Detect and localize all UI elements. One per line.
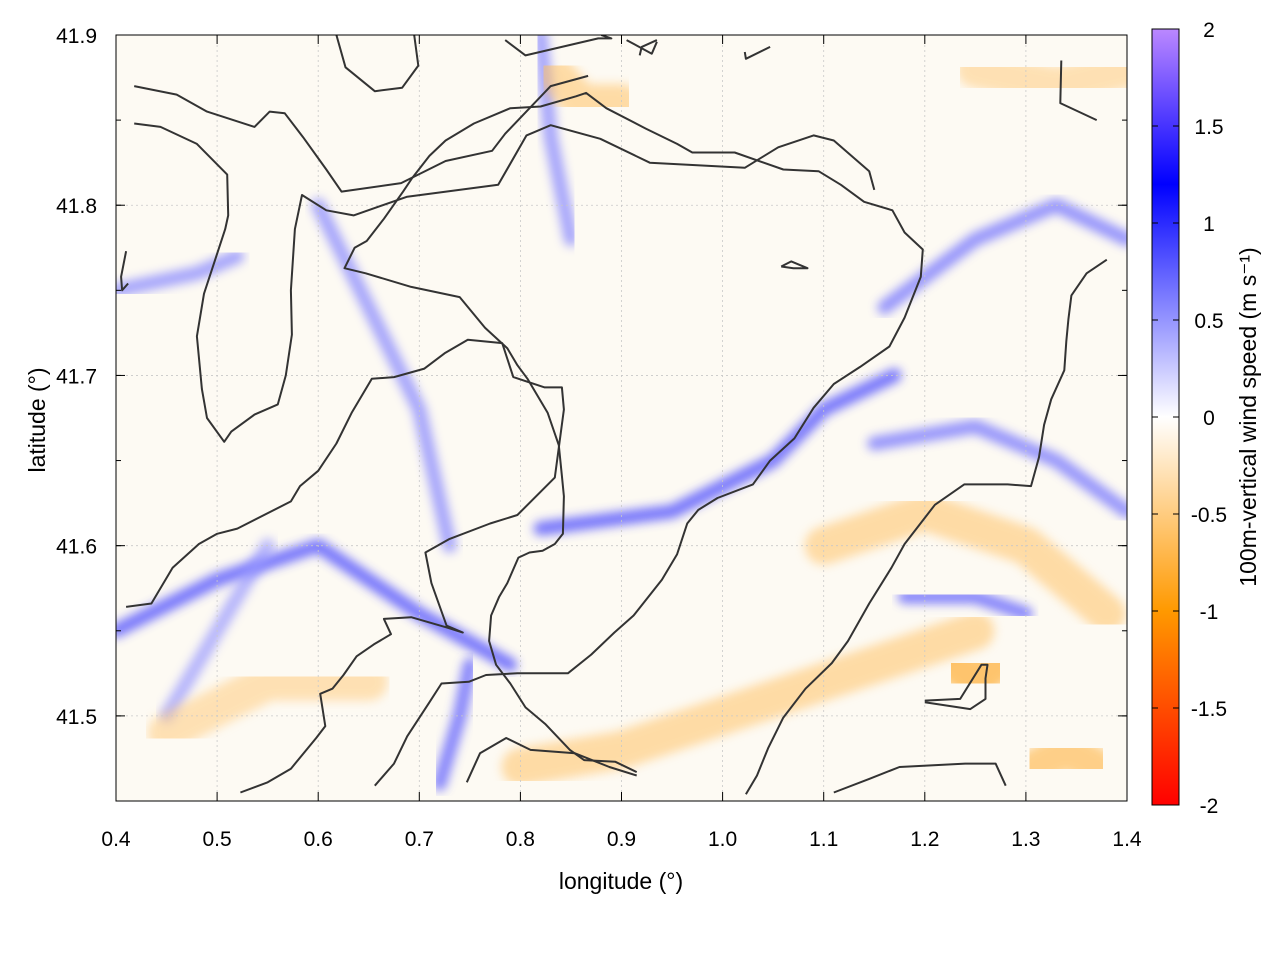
colorbar-tick-label: 0.5	[1194, 310, 1223, 333]
updraft-band-5	[116, 249, 245, 298]
downdraft-area-16	[936, 645, 1015, 701]
colorbar-tick-label: 1.5	[1194, 116, 1223, 139]
y-axis-title: latitude (°)	[24, 367, 50, 472]
contour-line-6	[743, 46, 771, 60]
contour-line-13	[745, 258, 1108, 795]
colorbar-tick-label: 2	[1203, 19, 1215, 42]
x-tick-label: 0.8	[506, 828, 535, 851]
grid	[116, 35, 1127, 801]
colorbar-tick-label: -1	[1200, 601, 1219, 624]
x-tick-label: 1.2	[910, 828, 939, 851]
downdraft-area-12	[147, 662, 388, 752]
updraft-band-8	[897, 589, 1033, 621]
contour-line-8	[1059, 60, 1098, 122]
downdraft-area-17	[1017, 730, 1116, 786]
x-tick-label: 1.1	[809, 828, 838, 851]
colorbar-ticks: 2 1.5 1 0.5 0 -0.5 -1 -1.5 -2	[1152, 19, 1227, 818]
x-tick-labels: 0.4 0.5 0.6 0.7 0.8 0.9 1.0 1.1 1.2 1.3 1.4	[101, 828, 1142, 851]
downdraft-area-13	[804, 492, 1126, 633]
colorbar-tick-label: -2	[1200, 795, 1219, 818]
y-tick-label: 41.9	[56, 25, 97, 48]
contour-line-5	[638, 39, 658, 56]
contour-line-7	[134, 122, 876, 443]
contour-line-14	[924, 663, 989, 711]
colorbar-tick-label: -1.5	[1191, 698, 1227, 721]
y-tick-label: 41.7	[56, 365, 97, 388]
x-tick-label: 1.3	[1011, 828, 1040, 851]
x-tick-label: 0.9	[607, 828, 636, 851]
contour-line-4	[626, 39, 658, 55]
x-tick-label: 0.5	[202, 828, 231, 851]
contour-line-11	[343, 91, 924, 787]
contour-line-9	[120, 251, 129, 292]
contour-line-1	[134, 74, 589, 193]
x-tick-label: 0.7	[405, 828, 434, 851]
plot-area	[115, 34, 1128, 802]
y-tick-label: 41.8	[56, 195, 97, 218]
y-tick-labels: 41.9 41.8 41.7 41.6 41.5	[56, 25, 97, 729]
updraft-band-6	[311, 198, 457, 553]
updraft-band-3	[877, 198, 1127, 315]
x-tick-label: 1.4	[1112, 828, 1142, 851]
y-tick-label: 41.6	[56, 536, 97, 559]
colorbar-tick-label: 1	[1203, 213, 1215, 236]
contours	[120, 35, 1108, 795]
colorbar-tick-label: 0	[1203, 407, 1215, 430]
x-tick-label: 0.6	[304, 828, 333, 851]
contour-line-16	[780, 260, 809, 270]
contour-line-3	[504, 35, 613, 57]
contour-line-2	[335, 35, 420, 93]
contour-line-10	[125, 338, 565, 794]
colorbar-tick-label: -0.5	[1191, 504, 1227, 527]
contour-line-12	[465, 737, 637, 783]
x-axis-title: longitude (°)	[559, 868, 683, 894]
y-tick-label: 41.5	[56, 706, 97, 729]
contour-line-15	[833, 762, 1007, 794]
downdraft-area-15	[531, 50, 641, 123]
colorbar: 2 1.5 1 0.5 0 -0.5 -1 -1.5 -2 100m-vertical wind…	[1151, 19, 1261, 818]
downdraft-area-14	[956, 50, 1127, 106]
updraft-band-2	[533, 368, 902, 536]
colorbar-title: 100m-vertical wind speed (m s⁻¹)	[1235, 247, 1261, 586]
x-tick-label: 0.4	[101, 828, 131, 851]
x-tick-label: 1.0	[708, 828, 737, 851]
axis-ticks	[115, 34, 1128, 802]
